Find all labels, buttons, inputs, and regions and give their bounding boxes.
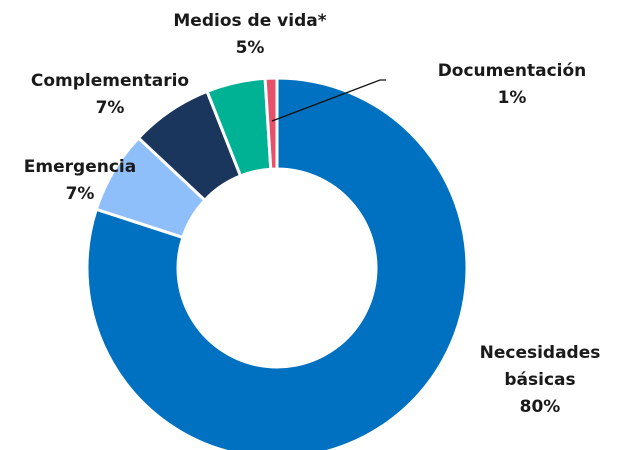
- value-label: 7%: [65, 184, 95, 204]
- category-label: Emergencia: [23, 157, 137, 177]
- slice-label: Necesidades básicas 80%: [475, 340, 605, 421]
- slice-label: Documentación 1%: [402, 58, 622, 112]
- leader-line: [271, 79, 386, 122]
- value-label: 80%: [519, 397, 561, 417]
- category-label: Medios de vida*: [173, 11, 327, 31]
- slice-label: Medios de vida* 5%: [150, 8, 350, 62]
- slice-label: Complementario 7%: [10, 68, 210, 122]
- category-label: Necesidades básicas: [479, 343, 601, 390]
- value-label: 1%: [497, 88, 527, 108]
- value-label: 7%: [95, 98, 125, 118]
- category-label: Complementario: [30, 71, 190, 91]
- category-label: Documentación: [437, 61, 587, 81]
- slice-label: Emergencia 7%: [10, 154, 150, 208]
- slice: [85, 76, 469, 450]
- slice: [263, 76, 279, 171]
- value-label: 5%: [235, 38, 265, 58]
